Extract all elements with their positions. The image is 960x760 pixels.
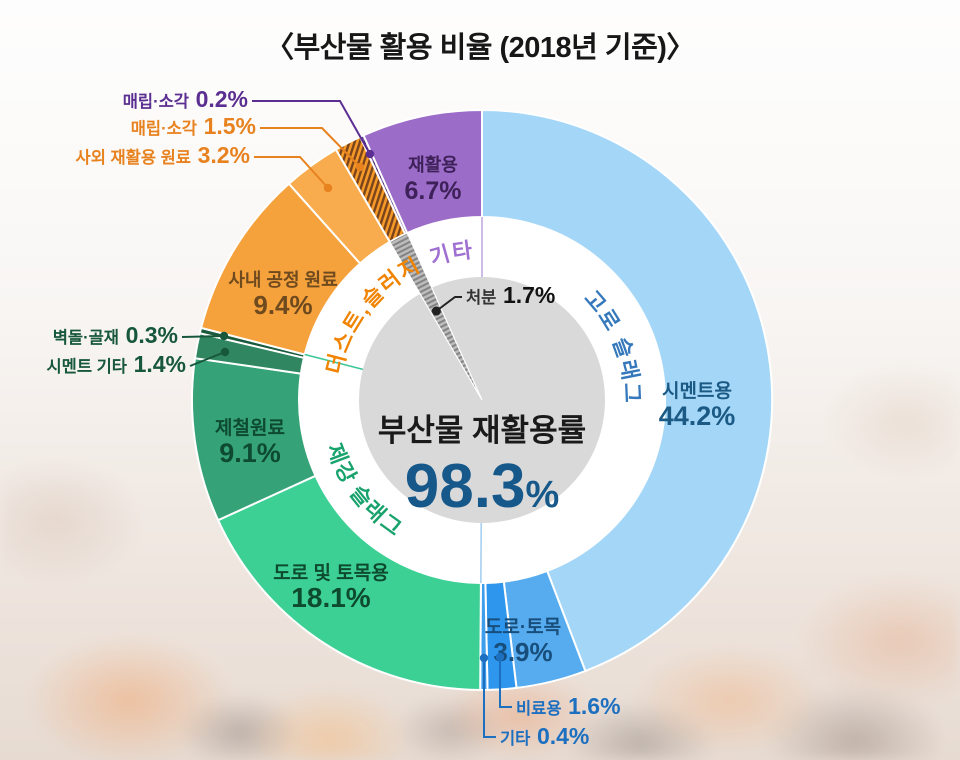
- callout-line-cement-etc: [189, 351, 226, 367]
- callout-label-cement-etc: 시멘트 기타 1.4%: [46, 351, 186, 377]
- disposal-callout-label: 처분 1.7%: [466, 282, 555, 308]
- callout-line-landfill-incineration-dust: [260, 127, 361, 168]
- callout-label-external-recycling-material: 사외 재활용 원료 3.2%: [76, 142, 250, 168]
- callout-dot-cement-etc: [220, 347, 230, 357]
- callout-dot-external-recycling-material: [323, 183, 333, 193]
- segment-label-road-civil: 도로·토목 3.9%: [485, 616, 561, 667]
- callout-dot-fertilizer: [495, 652, 505, 662]
- callout-label-brick-aggregate: 벽돌·골재 0.3%: [53, 322, 178, 348]
- chart-title: 〈부산물 활용 비율 (2018년 기준)〉: [265, 32, 695, 64]
- disposal-callout-line: [435, 296, 462, 312]
- callout-dot-landfill-incineration-dust: [355, 162, 365, 172]
- callout-line-brick-aggregate: [181, 335, 225, 338]
- callout-label-etc-blue: 기타 0.4%: [500, 723, 589, 749]
- category-divider-steel-slag: [304, 353, 364, 371]
- callout-label-landfill-incineration-etc: 매립·소각 0.2%: [123, 86, 248, 112]
- callout-line-fertilizer: [499, 657, 512, 708]
- segment-label-recycling: 재활용 6.7%: [405, 155, 462, 205]
- center-recycle-rate-value: 98.3%: [405, 452, 559, 521]
- callout-dot-landfill-incineration-etc: [365, 149, 375, 159]
- segment-label-ironmaking-material: 제철원료 9.1%: [215, 417, 285, 468]
- callout-line-etc-blue: [483, 658, 496, 738]
- disposal-callout-dot: [431, 306, 441, 316]
- segment-label-road-and-civil-use: 도로 및 토목용 18.1%: [273, 562, 388, 613]
- callout-dot-etc-blue: [479, 653, 489, 663]
- center-recycle-rate-label: 부산물 재활용률: [378, 413, 586, 448]
- callout-dot-brick-aggregate: [219, 331, 229, 341]
- segment-label-cement-use: 시멘트용 44.2%: [659, 380, 736, 431]
- callout-label-landfill-incineration-dust: 매립·소각 1.5%: [131, 113, 256, 139]
- disposal-wedge: [388, 232, 483, 401]
- callout-label-fertilizer: 비료용 1.6%: [516, 693, 621, 719]
- callout-line-external-recycling-material: [254, 156, 329, 189]
- callout-line-landfill-incineration-etc: [252, 100, 371, 155]
- segment-label-internal-process-material: 사내 공정 원료 9.4%: [228, 270, 337, 320]
